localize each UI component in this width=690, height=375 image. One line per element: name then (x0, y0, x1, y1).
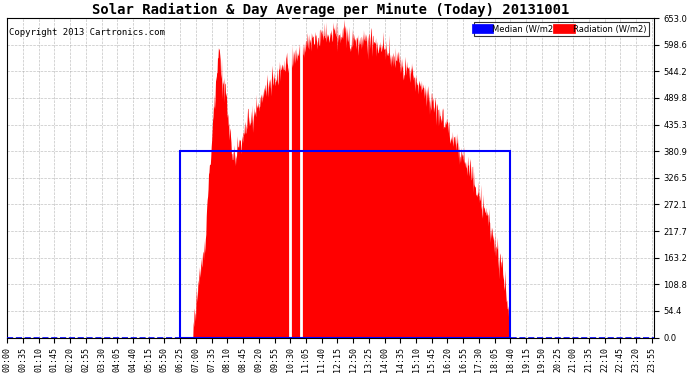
Title: Solar Radiation & Day Average per Minute (Today) 20131001: Solar Radiation & Day Average per Minute… (92, 3, 569, 17)
Bar (180, 151, 511, 338)
Legend: Median (W/m2), Radiation (W/m2): Median (W/m2), Radiation (W/m2) (474, 22, 649, 36)
Text: Copyright 2013 Cartronics.com: Copyright 2013 Cartronics.com (8, 28, 164, 37)
